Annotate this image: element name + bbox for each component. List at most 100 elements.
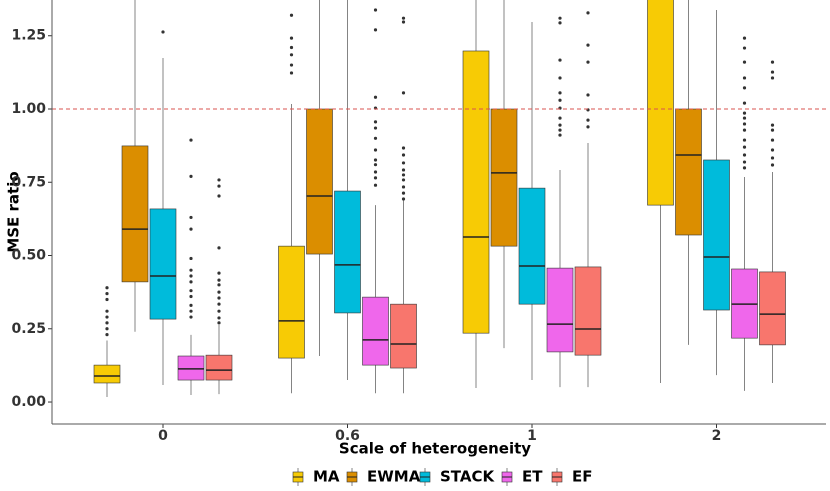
legend-label: EWMA [367, 468, 421, 486]
x-tick-label: 1 [527, 428, 537, 444]
outlier [217, 278, 221, 282]
outlier [401, 185, 406, 189]
box [574, 266, 602, 356]
outlier [742, 76, 747, 80]
outlier [401, 168, 406, 172]
outlier [373, 95, 378, 99]
box [306, 108, 333, 255]
outlier [586, 118, 590, 122]
outlier [586, 93, 590, 97]
outlier [401, 146, 406, 150]
outlier [217, 194, 221, 198]
outlier [586, 43, 590, 47]
outlier [189, 315, 193, 319]
outlier [742, 166, 747, 170]
outlier [373, 120, 378, 124]
outlier [217, 246, 221, 250]
outlier [742, 86, 747, 90]
outlier [401, 91, 406, 95]
outlier [373, 28, 378, 32]
outlier [742, 60, 747, 64]
outlier [289, 63, 294, 67]
outlier [558, 116, 562, 120]
outlier [189, 280, 193, 284]
outlier [289, 36, 294, 40]
box [177, 355, 205, 381]
outlier [189, 227, 193, 231]
box [675, 108, 702, 236]
outlier [189, 215, 193, 220]
y-tick-label: 0.50 [11, 248, 46, 264]
x-tick-label: 2 [712, 428, 722, 444]
outlier [770, 123, 775, 127]
outlier [586, 125, 590, 129]
x-axis-title: Scale of heterogeneity [339, 440, 531, 458]
outlier [373, 126, 378, 130]
box [759, 271, 786, 346]
box [647, 0, 674, 206]
outlier [105, 315, 109, 319]
outlier [558, 58, 562, 62]
legend-label: MA [313, 468, 340, 486]
box [149, 208, 177, 320]
outlier [586, 11, 590, 15]
outlier [558, 98, 562, 102]
legend-label: EF [572, 468, 593, 486]
outlier [770, 148, 775, 152]
box [278, 245, 305, 359]
box [490, 108, 518, 247]
box [546, 267, 574, 353]
outlier [742, 160, 747, 164]
outlier [373, 163, 378, 167]
y-axis-title: MSE ratio [5, 171, 23, 252]
legend-label: STACK [440, 468, 495, 486]
outlier [217, 184, 221, 188]
box [205, 354, 233, 381]
outlier [217, 271, 221, 275]
outlier [558, 133, 562, 137]
outlier [289, 53, 294, 57]
outlier [373, 8, 378, 12]
outlier [217, 321, 221, 325]
outlier [105, 321, 109, 325]
outlier [217, 296, 221, 300]
outlier [189, 289, 193, 293]
outlier [189, 294, 193, 299]
outlier [289, 45, 294, 50]
box [518, 187, 546, 305]
y-tick-label: 1.00 [11, 101, 46, 117]
outlier [742, 145, 747, 149]
outlier [770, 163, 775, 167]
outlier [401, 153, 406, 157]
outlier [373, 183, 378, 187]
outlier [742, 138, 747, 142]
legend-label: ET [522, 468, 543, 486]
outlier [105, 309, 109, 313]
outlier [401, 178, 406, 182]
box [462, 50, 490, 334]
outlier [742, 36, 747, 40]
x-tick-label: 0.6 [335, 428, 360, 444]
outlier [742, 46, 747, 50]
outlier [742, 128, 747, 132]
outlier [558, 123, 562, 127]
outlier [770, 156, 775, 160]
outlier [770, 70, 775, 74]
outlier [189, 309, 193, 313]
outlier [189, 303, 193, 307]
outlier [742, 111, 747, 115]
outlier [770, 76, 775, 80]
outlier [770, 128, 775, 132]
outlier [742, 101, 747, 105]
outlier [217, 302, 221, 306]
box [93, 364, 121, 384]
box [390, 303, 417, 369]
outlier [558, 76, 562, 80]
y-tick-label: 0.75 [11, 174, 46, 190]
y-tick-label: 1.25 [11, 28, 46, 44]
outlier [161, 30, 165, 34]
outlier [217, 309, 221, 313]
outlier [105, 327, 109, 331]
outlier [217, 290, 221, 294]
